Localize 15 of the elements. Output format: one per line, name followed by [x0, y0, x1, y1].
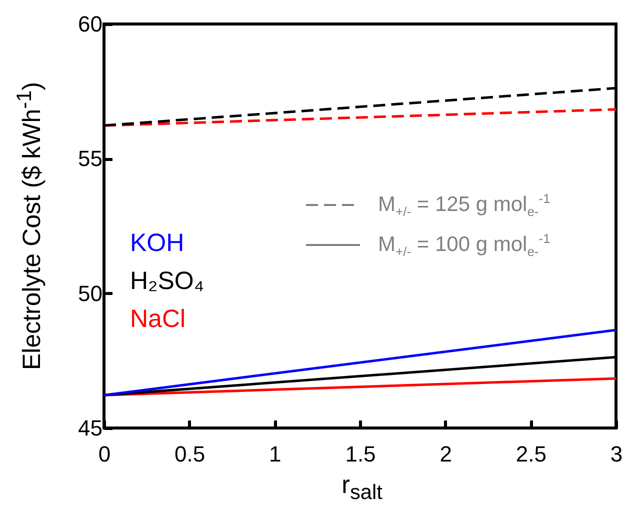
- y-tick-label: 50: [78, 280, 102, 306]
- x-tick-label: 0: [98, 442, 111, 466]
- text: KOH: [130, 229, 184, 257]
- x-tick-label: 0.5: [174, 442, 206, 466]
- x-tick-label: 1.5: [345, 442, 376, 466]
- x-tick-label: 3: [610, 442, 623, 466]
- x-tick-label: 2.5: [516, 442, 546, 466]
- y-tick-label: 45: [78, 416, 102, 440]
- text: NaCl: [130, 305, 186, 333]
- x-tick-label: 1: [269, 442, 282, 466]
- y-tick-label: 55: [78, 146, 102, 172]
- text: H₂SO₄: [130, 267, 204, 295]
- x-axis-title: r$_{salt}$: [342, 471, 382, 505]
- y-tick-label: 60: [78, 12, 102, 36]
- x-tick-label: 2: [440, 442, 452, 466]
